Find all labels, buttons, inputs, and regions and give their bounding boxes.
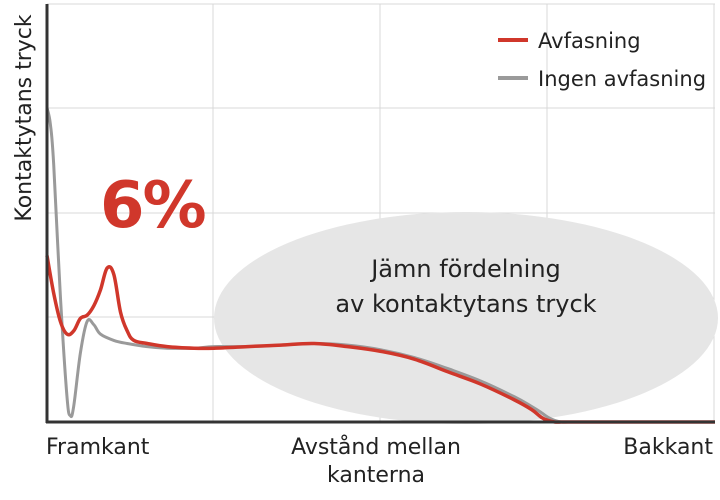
percent-annotation: 6% xyxy=(100,169,206,243)
x-tick-label-avstand: Avstånd mellan xyxy=(291,434,461,460)
ellipse-text-line1: Jämn fördelning xyxy=(369,255,561,283)
y-axis-label: Kontaktytans tryck xyxy=(12,14,37,222)
grid xyxy=(47,3,715,422)
legend: Avfasning Ingen avfasning xyxy=(498,29,706,91)
x-tick-label-framkant: Framkant xyxy=(46,435,150,460)
x-tick-label-bakkant: Bakkant xyxy=(623,435,713,460)
ellipse-text-line2: av kontaktytans tryck xyxy=(335,290,596,318)
even-distribution-ellipse xyxy=(214,212,718,424)
legend-label-ingen-avfasning: Ingen avfasning xyxy=(538,67,706,91)
x-tick-label-kanterna: kanterna xyxy=(327,463,425,488)
legend-label-avfasning: Avfasning xyxy=(538,29,641,53)
axes xyxy=(45,4,715,424)
